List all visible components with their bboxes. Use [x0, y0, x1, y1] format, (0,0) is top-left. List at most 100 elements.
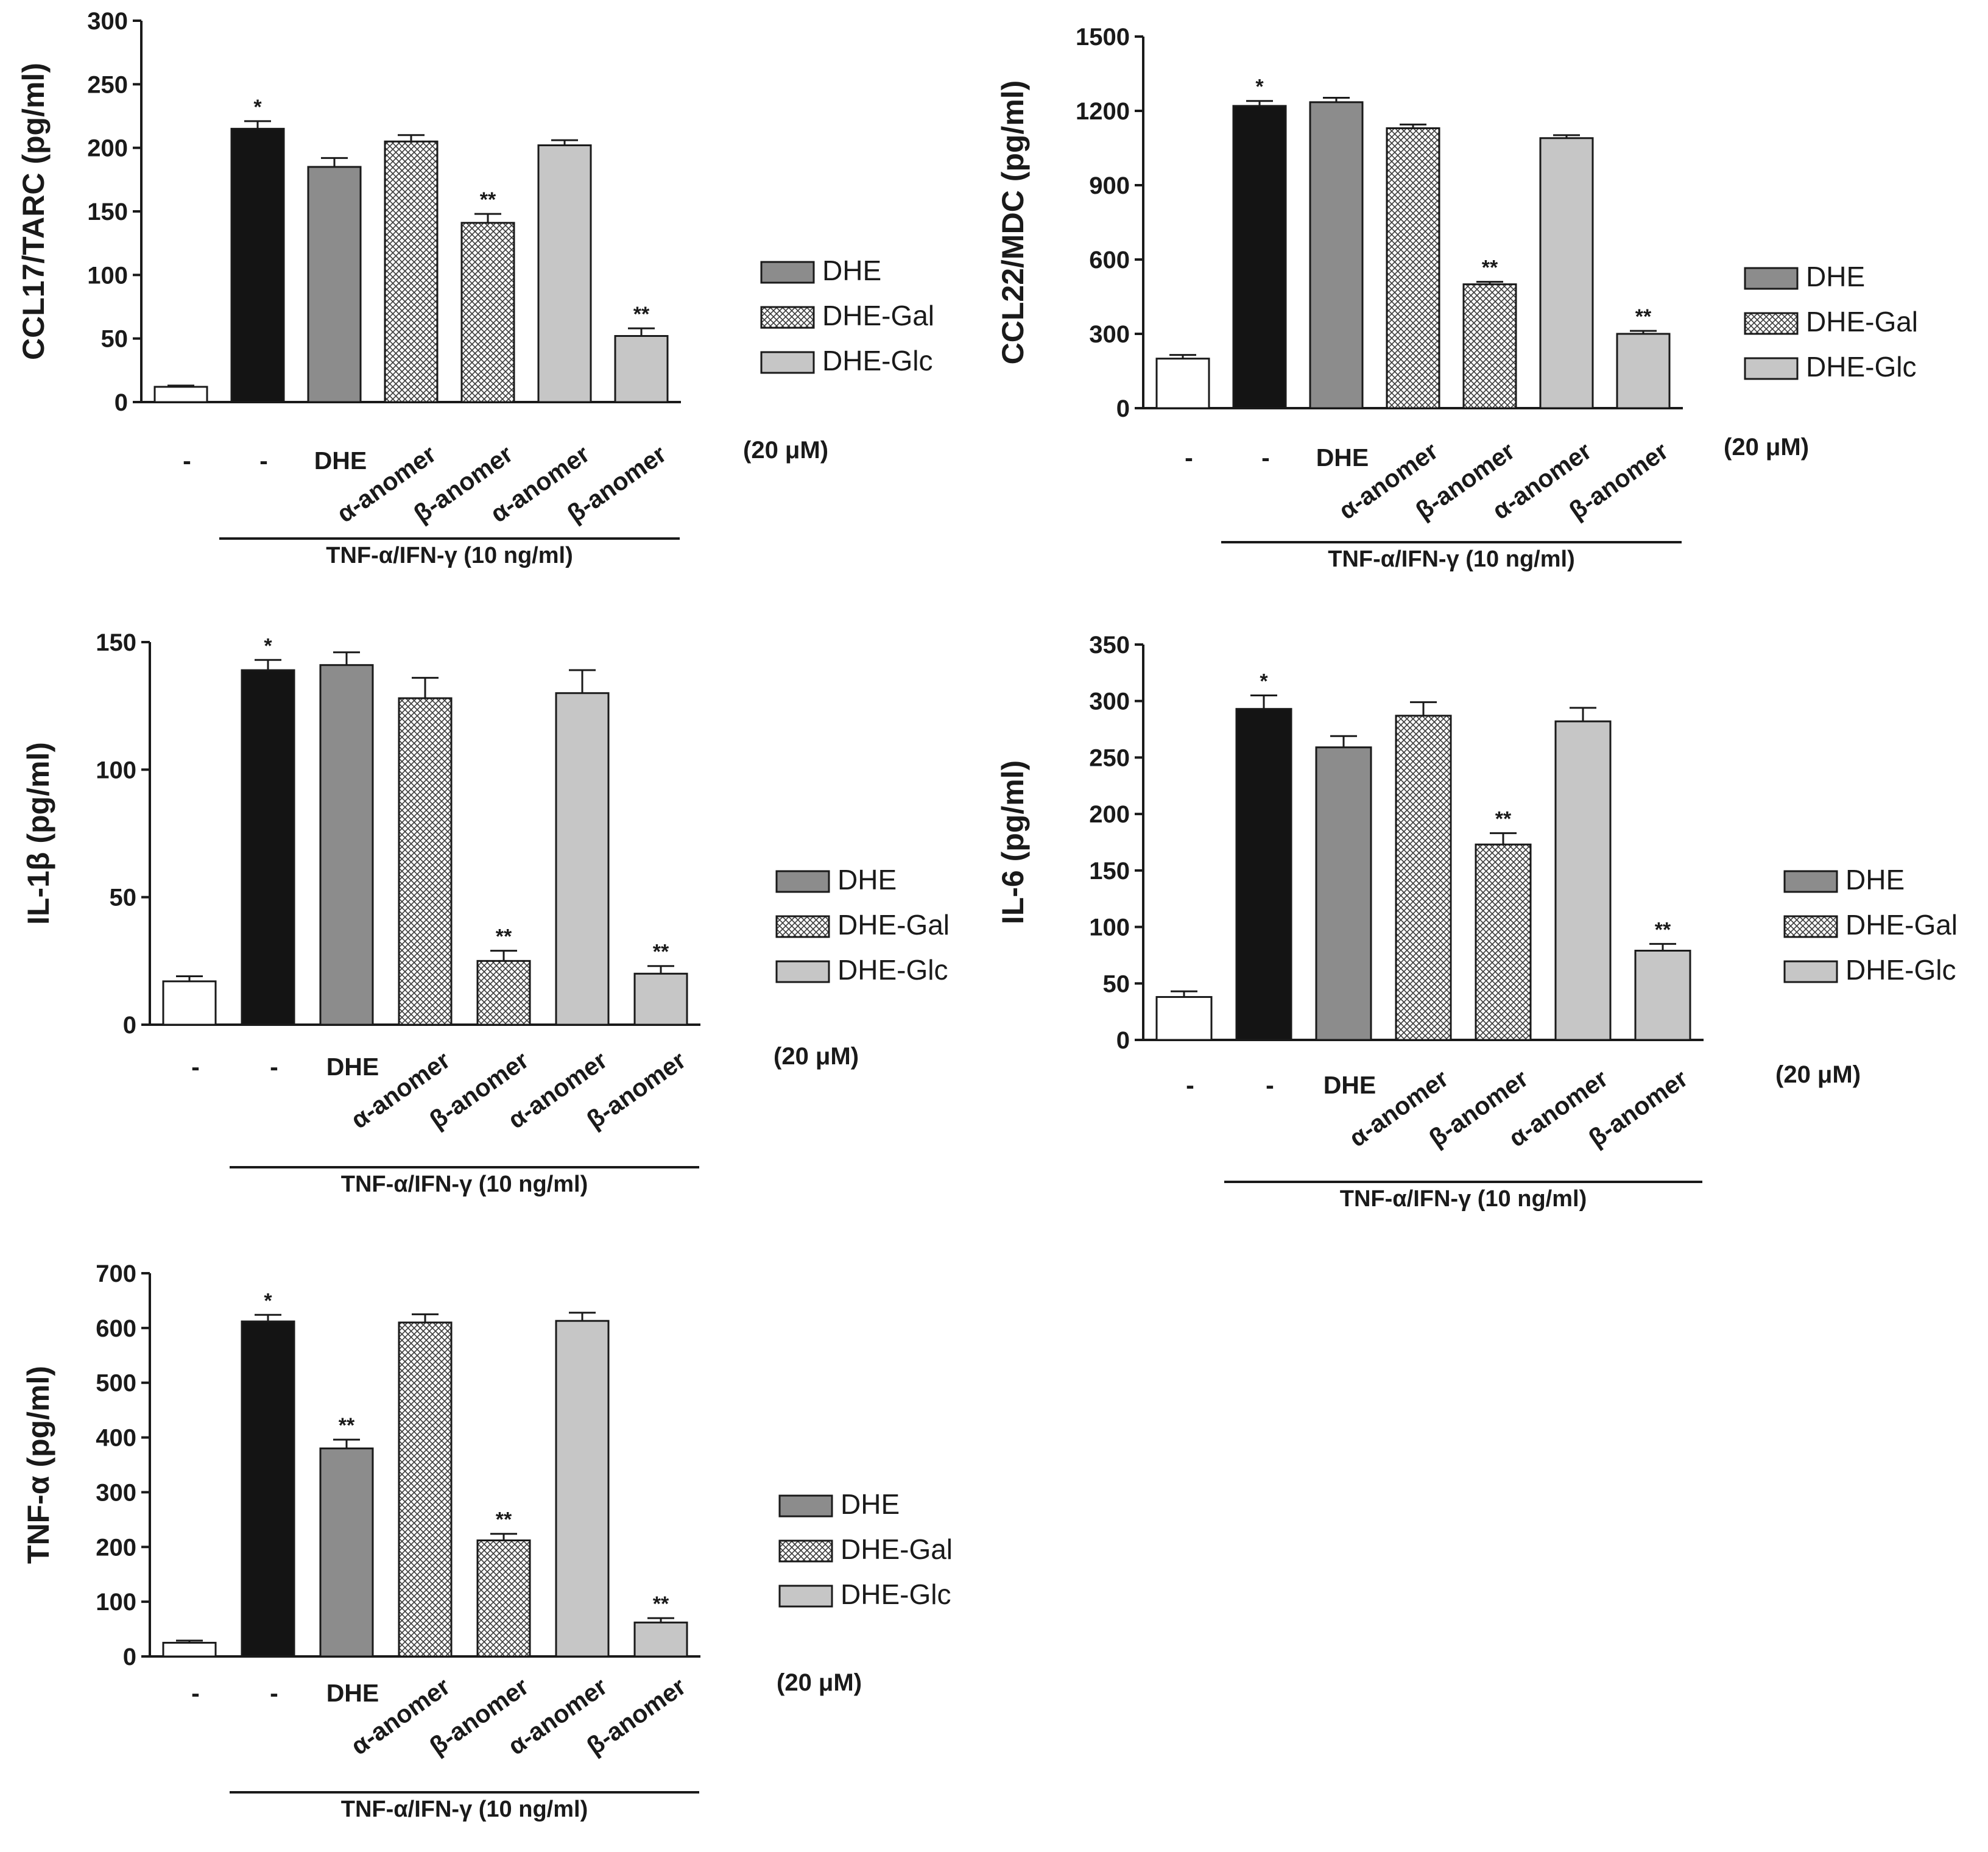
- ccl22-x-label: -: [1261, 444, 1270, 472]
- tnfa-legend-swatch-dhe: [778, 1494, 833, 1518]
- ccl22-bar-gal-beta: [1462, 283, 1517, 409]
- ccl22-y-label: CCL22/MDC (pg/ml): [996, 80, 1030, 365]
- ccl22-legend-label: DHE-Gal: [1806, 306, 1918, 338]
- tnfa-legend-swatch-dhe-gal: [778, 1539, 833, 1563]
- ccl22-bar-dhe: [1309, 101, 1364, 409]
- ccl22-legend-swatch-dhe-gal: [1744, 312, 1799, 335]
- il1b-ytick-label: 50: [110, 885, 137, 911]
- tnfa-significance-mark: **: [496, 1508, 512, 1532]
- ccl17-ytick-label: 250: [87, 71, 128, 98]
- il1b-bar-gal-beta: [476, 960, 531, 1026]
- ccl17-bar-gal-alpha: [384, 140, 439, 403]
- tnfa-bar-dhe: [319, 1447, 374, 1658]
- tnfa-ytick-label: 700: [96, 1260, 136, 1287]
- ccl17-ytick-label: 200: [87, 135, 128, 162]
- il1b-bar-glc-beta: [633, 972, 688, 1026]
- ccl22-ytick-label: 600: [1089, 247, 1130, 274]
- il6-significance-mark: **: [1495, 808, 1512, 831]
- il1b-ytick-label: 150: [96, 629, 136, 656]
- il1b-y-label: IL-1β (pg/ml): [21, 742, 55, 925]
- il1b-bar-gal-alpha: [398, 697, 453, 1026]
- ccl17-legend-swatch-dhe-glc: [760, 351, 815, 374]
- tnfa-x-label: -: [270, 1679, 278, 1707]
- tnfa-bar-gal-alpha: [398, 1321, 453, 1658]
- ccl17-bar-control: [153, 386, 208, 403]
- tnfa-ytick-label: 400: [96, 1425, 136, 1452]
- ccl17-ytick-label: 100: [87, 262, 128, 289]
- tnfa-ytick-label: 200: [96, 1534, 136, 1561]
- tnfa-significance-mark: *: [264, 1289, 272, 1312]
- il1b-bar-glc-alpha: [555, 692, 610, 1026]
- ccl22-legend-label: DHE: [1806, 261, 1865, 292]
- tnfa-ytick-label: 600: [96, 1315, 136, 1342]
- tnfa-bar-glc-beta: [633, 1621, 688, 1658]
- ccl22-ytick-label: 300: [1089, 321, 1130, 348]
- tnfa-bar-control: [162, 1642, 217, 1658]
- il6-significance-mark: *: [1260, 670, 1268, 693]
- ccl22-treatment-label: TNF-α/IFN-γ (10 ng/ml): [1328, 546, 1574, 572]
- ccl22-significance-mark: **: [1635, 305, 1652, 328]
- il6-ytick-label: 200: [1089, 801, 1130, 828]
- tnfa-ytick-label: 100: [96, 1589, 136, 1616]
- il6-bar-tnf-ifn: [1235, 708, 1292, 1041]
- ccl22-legend-swatch-dhe: [1744, 267, 1799, 290]
- il6-bar-glc-alpha: [1554, 720, 1612, 1041]
- il6-bar-gal-beta: [1475, 843, 1532, 1041]
- il6-concentration-label: (20 μM): [1775, 1061, 1861, 1088]
- il6-ytick-label: 100: [1089, 914, 1130, 941]
- il6-ytick-label: 350: [1089, 632, 1130, 659]
- tnfa-bar-glc-alpha: [555, 1320, 610, 1658]
- ccl22-significance-mark: *: [1255, 76, 1264, 99]
- ccl22-ytick-label: 1500: [1076, 24, 1130, 51]
- ccl22-bar-glc-beta: [1616, 333, 1671, 409]
- il1b-legend-label: DHE: [837, 864, 897, 896]
- il1b-ytick-label: 100: [96, 757, 136, 783]
- il1b-ytick-label: 0: [123, 1012, 136, 1039]
- ccl17-legend-label: DHE: [822, 255, 881, 286]
- ccl17-x-label: DHE: [314, 447, 367, 475]
- il1b-significance-mark: **: [496, 925, 512, 949]
- il6-y-label: IL-6 (pg/ml): [996, 760, 1030, 924]
- ccl17-bar-gal-beta: [460, 222, 515, 403]
- chart-ccl17: 0 50 100 150 200 250 300 CCL17/TARC (pg/ml) - * - D…: [16, 8, 934, 568]
- il6-legend-swatch-dhe-glc: [1783, 960, 1838, 983]
- il6-legend-label: DHE-Glc: [1845, 954, 1956, 986]
- il6-x-label: DHE: [1324, 1071, 1376, 1099]
- il1b-x-label: DHE: [326, 1053, 379, 1081]
- il6-x-label: -: [1186, 1071, 1194, 1099]
- il6-ytick-label: 250: [1089, 744, 1130, 771]
- tnfa-treatment-label: TNF-α/IFN-γ (10 ng/ml): [341, 1797, 588, 1822]
- ccl22-significance-mark: **: [1482, 256, 1498, 280]
- il6-legend-label: DHE: [1845, 864, 1905, 896]
- tnfa-legend-label: DHE-Glc: [841, 1578, 951, 1610]
- il6-ytick-label: 0: [1116, 1027, 1130, 1054]
- ccl17-concentration-label: (20 μM): [743, 437, 828, 464]
- il1b-x-label: -: [270, 1053, 278, 1081]
- il1b-legend-swatch-dhe: [775, 870, 830, 893]
- tnfa-bar-tnf-ifn: [241, 1320, 295, 1658]
- il1b-significance-mark: *: [264, 634, 272, 657]
- il6-legend-label: DHE-Gal: [1845, 909, 1958, 941]
- chart-ccl22: 0 300 600 900 1200 1500 CCL22/MDC (pg/ml) - * - DH…: [996, 24, 1918, 572]
- ccl17-significance-mark: **: [480, 188, 496, 211]
- ccl17-y-label: CCL17/TARC (pg/ml): [16, 63, 51, 360]
- il1b-bar-tnf-ifn: [241, 669, 295, 1026]
- ccl17-significance-mark: *: [253, 96, 262, 119]
- tnfa-ytick-label: 0: [123, 1644, 136, 1670]
- il6-ytick-label: 150: [1089, 858, 1130, 885]
- tnfa-ytick-label: 300: [96, 1479, 136, 1506]
- ccl22-bar-control: [1155, 358, 1210, 409]
- ccl17-ytick-label: 50: [101, 326, 129, 353]
- tnfa-significance-mark: **: [653, 1592, 669, 1616]
- ccl17-bar-glc-beta: [614, 334, 669, 403]
- ccl17-legend-label: DHE-Gal: [822, 300, 934, 331]
- il6-bar-glc-beta: [1634, 950, 1691, 1041]
- ccl17-legend-swatch-dhe: [760, 261, 815, 284]
- ccl22-bar-glc-alpha: [1539, 137, 1594, 409]
- il1b-bar-control: [162, 980, 217, 1026]
- il6-bar-control: [1155, 996, 1213, 1041]
- ccl17-bar-tnf-ifn: [230, 127, 285, 403]
